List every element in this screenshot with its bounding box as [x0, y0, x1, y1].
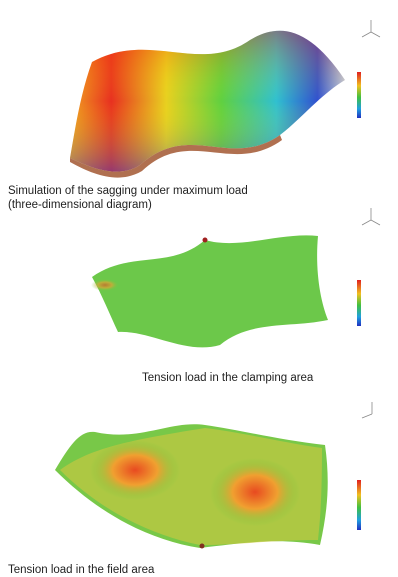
- caption: Tension load in the field area: [8, 564, 155, 576]
- caption: (three-dimensional diagram): [8, 199, 152, 211]
- figure-2: [91, 208, 381, 348]
- figure-3: [55, 402, 373, 549]
- figure-1: [70, 20, 381, 178]
- caption: Simulation of the sagging under maximum …: [8, 185, 248, 197]
- caption: Tension load in the clamping area: [142, 372, 314, 384]
